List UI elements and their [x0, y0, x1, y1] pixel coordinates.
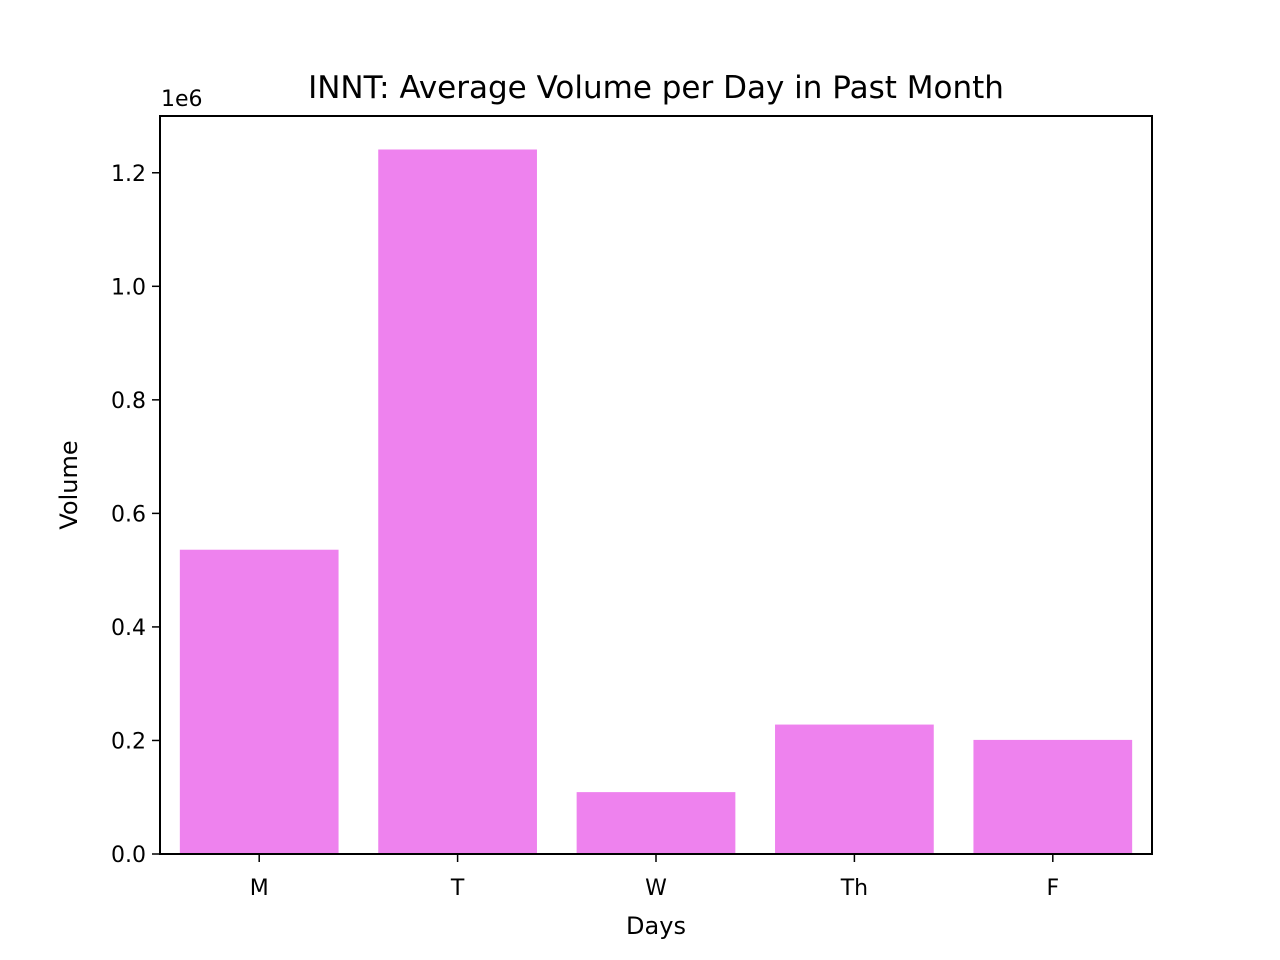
y-tick-label: 0.8 [111, 389, 146, 414]
chart-title: INNT: Average Volume per Day in Past Mon… [308, 70, 1004, 106]
plot-area-frame [159, 115, 1153, 855]
x-tick-label: T [450, 876, 465, 901]
bars-group [179, 149, 1133, 855]
bar-t [378, 149, 537, 855]
y-axis-ticks: 0.0 0.2 0.4 0.6 0.8 1.0 1.2 [111, 162, 160, 868]
y-tick-label: 1.0 [111, 275, 146, 300]
y-tick-label: 0.6 [111, 502, 146, 527]
bar-th [775, 724, 934, 854]
bar-f [973, 739, 1133, 854]
x-axis-label: Days [626, 912, 686, 940]
y-tick-label: 0.0 [111, 843, 146, 868]
y-tick-label: 1.2 [111, 162, 146, 187]
y-axis-label: Volume [55, 440, 83, 529]
y-tick-label: 0.4 [111, 616, 146, 641]
y-axis-offset-label: 1e6 [161, 87, 203, 112]
x-tick-label: W [645, 876, 667, 901]
y-tick-label: 0.2 [111, 729, 146, 754]
bar-w [576, 792, 736, 854]
x-tick-label: Th [840, 876, 868, 901]
bar-m [179, 549, 339, 854]
x-tick-label: F [1046, 876, 1059, 901]
x-tick-label: M [250, 876, 269, 901]
x-axis-ticks: M T W Th F [250, 854, 1059, 901]
